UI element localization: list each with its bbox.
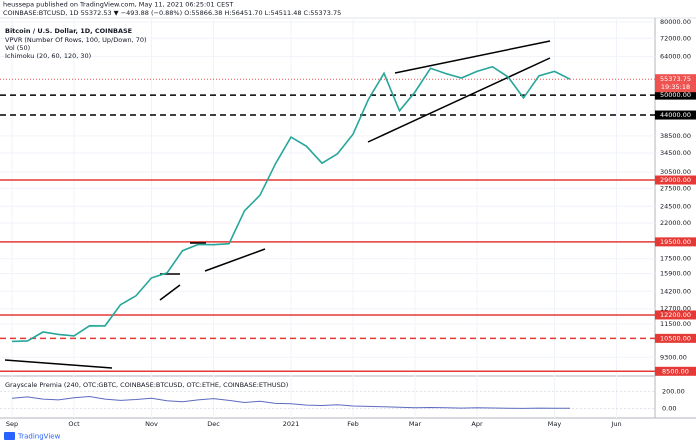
brand-logo: TradingView (4, 432, 61, 441)
level-label: 50000.00 (660, 91, 691, 99)
price-line (11, 65, 571, 343)
y-tick-label: 14200.00 (660, 287, 691, 295)
last-price-box (655, 74, 696, 93)
y-tick-label: 38500.00 (660, 132, 691, 140)
level-label: 19500.00 (660, 238, 691, 246)
brand: TradingView (17, 433, 61, 441)
symbol-title: Bitcoin / U.S. Dollar, 1D, COINBASE (5, 27, 132, 35)
y-tick-label: 12700.00 (660, 305, 691, 313)
ohlc-line: COINBASE:BTCUSD, 1D 55372.53 ▼ −493.88 (… (3, 9, 341, 17)
y-tick-label: 9300.00 (660, 353, 687, 361)
y-tick-label: 200.00 (662, 387, 685, 395)
indicator-label: Ichimoku (20, 60, 120, 30) (5, 52, 91, 60)
x-tick-label: Feb (347, 420, 359, 428)
grid (0, 18, 655, 418)
level-label-box (655, 110, 696, 120)
x-tick-label: Mar (409, 420, 422, 428)
level-label-box (655, 175, 696, 185)
indicator-label: VPVR (Number Of Rows, 100, Up/Down, 70) (5, 36, 147, 44)
plot (11, 65, 571, 409)
y-tick-label: 27500.00 (660, 184, 691, 192)
level-label: 12200.00 (660, 311, 691, 319)
countdown: 19:35:18 (661, 83, 690, 91)
levels (0, 78, 655, 373)
level-label: 29000.00 (660, 176, 691, 184)
subpane-title: Grayscale Premia (240, OTC:GBTC, COINBAS… (5, 381, 288, 389)
level-label-box (655, 90, 696, 100)
x-tick-label: May (548, 420, 562, 428)
x-tick-label: Sep (6, 420, 18, 428)
level-label-box (655, 310, 696, 320)
y-tick-label: 72000.00 (660, 34, 691, 42)
y-tick-label: 30500.00 (660, 168, 691, 176)
y-tick-label: 80000.00 (660, 18, 691, 26)
y-tick-label: 22000.00 (660, 219, 691, 227)
y-tick-label: 11500.00 (660, 320, 691, 328)
trendlines (4, 40, 551, 369)
level-label-box (655, 366, 696, 376)
level-label: 8500.00 (662, 367, 689, 375)
price-line (11, 395, 571, 409)
y-tick-label: 15900.00 (660, 270, 691, 278)
x-tick-label: Dec (207, 420, 220, 428)
publisher: heussepa published on TradingView.com, M… (3, 1, 233, 9)
x-tick-label: Oct (68, 420, 80, 428)
y-tick-label: 24500.00 (660, 202, 691, 210)
y-tick-label: 0.00 (662, 405, 676, 413)
y-tick-label: 34500.00 (660, 149, 691, 157)
level-label: 10500.00 (660, 334, 691, 342)
y-tick-label: 17500.00 (660, 255, 691, 263)
y-tick-label: 64000.00 (660, 53, 691, 61)
level-label: 44000.00 (660, 111, 691, 119)
x-tick-label: 2021 (283, 420, 300, 428)
x-tick-label: Jun (610, 420, 621, 428)
indicator-label: Vol (50) (5, 44, 30, 52)
level-label-box (655, 237, 696, 247)
x-tick-label: Nov (145, 420, 158, 428)
level-label-box (655, 333, 696, 343)
last-price-label: 55373.75 (660, 75, 691, 83)
x-tick-label: Apr (471, 420, 483, 428)
